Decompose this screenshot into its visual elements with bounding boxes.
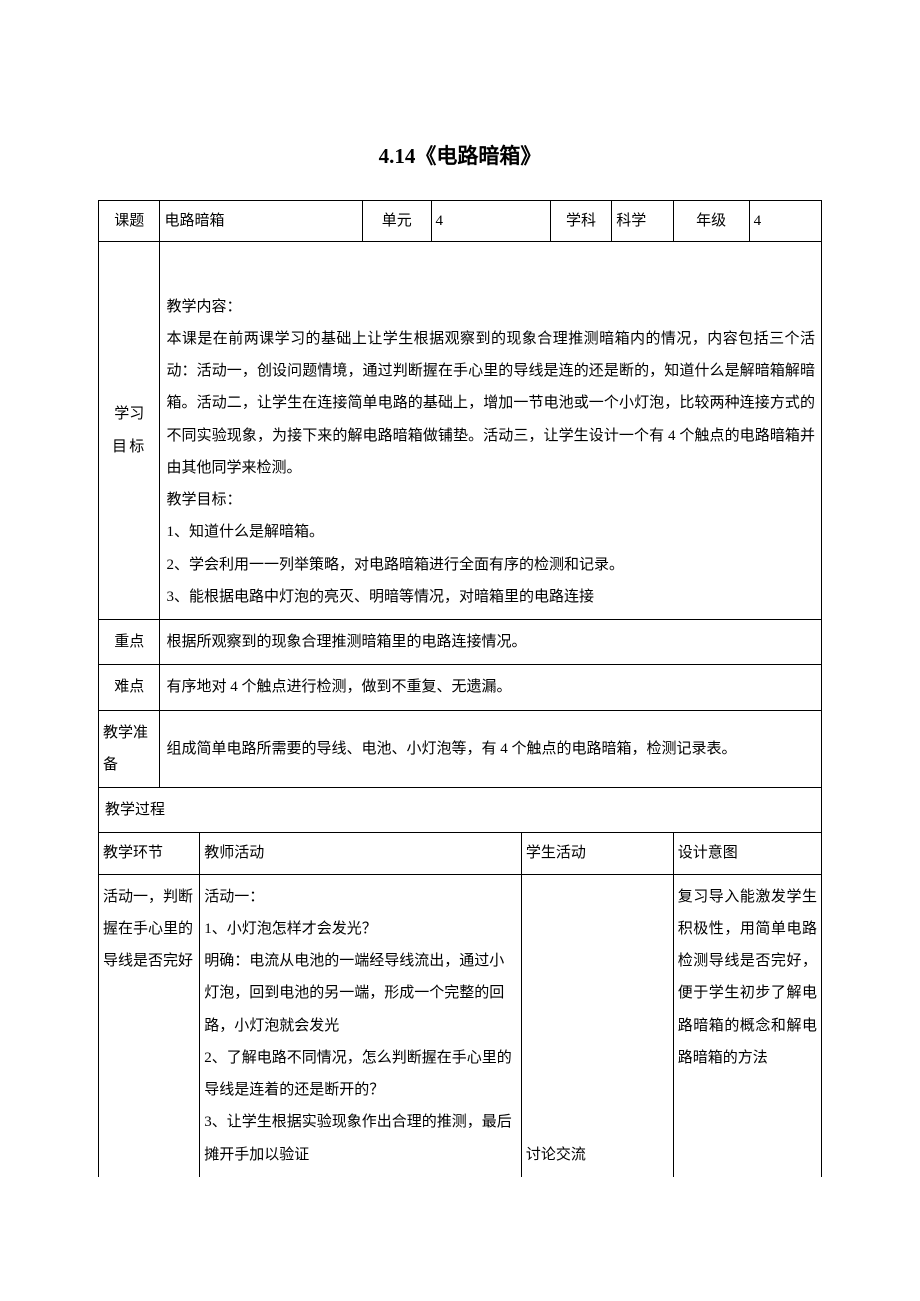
goals-label-line1: 学习: [103, 398, 155, 430]
goals-row: 学习 目标 教学内容： 本课是在前两课学习的基础上让学生根据观察到的现象合理推测…: [99, 242, 822, 620]
guocheng-row: 教学过程: [99, 788, 822, 833]
col-huanjie: 教学环节: [99, 833, 200, 874]
header-row: 课题 电路暗箱 单元 4 学科 科学 年级 4: [99, 201, 822, 242]
activity-columns-row: 教学环节 教师活动 学生活动 设计意图: [99, 833, 822, 874]
activity1-col2: 活动一： 1、小灯泡怎样才会发光？ 明确：电流从电池的一端经导线流出，通过小灯泡…: [200, 874, 522, 1177]
zhunbei-label-line1: 教学准: [103, 717, 155, 749]
zhunbei-label-line2: 备: [103, 749, 155, 781]
a1-c2-l1: 活动一：: [204, 881, 517, 913]
guocheng-label: 教学过程: [99, 788, 822, 833]
title-number: 4.14: [379, 144, 416, 168]
nandian-row: 难点 有序地对 4 个触点进行检测，做到不重复、无遗漏。: [99, 665, 822, 710]
danyuan-value: 4: [431, 201, 550, 242]
keti-label: 课题: [99, 201, 160, 242]
col-sheji: 设计意图: [673, 833, 821, 874]
a1-c2-l5: 3、让学生根据实验现象作出合理的推测，最后摊开手加以验证: [204, 1106, 517, 1171]
lesson-plan-table: 课题 电路暗箱 单元 4 学科 科学 年级 4 学习 目标 教学内容： 本课是在…: [98, 200, 822, 1177]
activity1-col1: 活动一，判断握在手心里的导线是否完好: [99, 874, 200, 1177]
zhunbei-label: 教学准 备: [99, 710, 160, 788]
title-text: 《电路暗箱》: [415, 144, 541, 168]
zhunbei-row: 教学准 备 组成简单电路所需要的导线、电池、小灯泡等，有 4 个触点的电路暗箱，…: [99, 710, 822, 788]
content-p1: 本课是在前两课学习的基础上让学生根据观察到的现象合理推测暗箱内的情况，内容包括三…: [166, 323, 815, 484]
nianji-label: 年级: [673, 201, 749, 242]
nianji-value: 4: [749, 201, 821, 242]
nandian-value: 有序地对 4 个触点进行检测，做到不重复、无遗漏。: [160, 665, 822, 710]
mubiao-1: 1、知道什么是解暗箱。: [166, 516, 815, 548]
zhunbei-value: 组成简单电路所需要的导线、电池、小灯泡等，有 4 个触点的电路暗箱，检测记录表。: [160, 710, 822, 788]
keti-value: 电路暗箱: [160, 201, 362, 242]
activity1-col3: 讨论交流: [521, 874, 673, 1177]
xueke-value: 科学: [612, 201, 673, 242]
col-jiaoshi: 教师活动: [200, 833, 522, 874]
content-heading: 教学内容：: [166, 291, 815, 323]
goals-content: 教学内容： 本课是在前两课学习的基础上让学生根据观察到的现象合理推测暗箱内的情况…: [160, 242, 822, 620]
zhongdian-value: 根据所观察到的现象合理推测暗箱里的电路连接情况。: [160, 620, 822, 665]
mubiao-2: 2、学会利用一一列举策略，对电路暗箱进行全面有序的检测和记录。: [166, 549, 815, 581]
xueke-label: 学科: [550, 201, 611, 242]
zhongdian-row: 重点 根据所观察到的现象合理推测暗箱里的电路连接情况。: [99, 620, 822, 665]
goals-label-line2: 目标: [103, 431, 155, 463]
col-xuesheng: 学生活动: [521, 833, 673, 874]
zhongdian-label: 重点: [99, 620, 160, 665]
goals-label: 学习 目标: [99, 242, 160, 620]
document-title: 4.14《电路暗箱》: [98, 140, 822, 170]
activity1-col4: 复习导入能激发学生积极性，用简单电路检测导线是否完好，便于学生初步了解电路暗箱的…: [673, 874, 821, 1177]
a1-c2-l4: 2、了解电路不同情况，怎么判断握在手心里的导线是连着的还是断开的？: [204, 1042, 517, 1107]
nandian-label: 难点: [99, 665, 160, 710]
mubiao-3: 3、能根据电路中灯泡的亮灭、明暗等情况，对暗箱里的电路连接: [166, 581, 815, 613]
a1-c2-l3: 明确：电流从电池的一端经导线流出，通过小灯泡，回到电池的另一端，形成一个完整的回…: [204, 945, 517, 1042]
a1-c2-l2: 1、小灯泡怎样才会发光？: [204, 913, 517, 945]
mubiao-heading: 教学目标：: [166, 484, 815, 516]
danyuan-label: 单元: [362, 201, 431, 242]
activity1-row: 活动一，判断握在手心里的导线是否完好 活动一： 1、小灯泡怎样才会发光？ 明确：…: [99, 874, 822, 1177]
